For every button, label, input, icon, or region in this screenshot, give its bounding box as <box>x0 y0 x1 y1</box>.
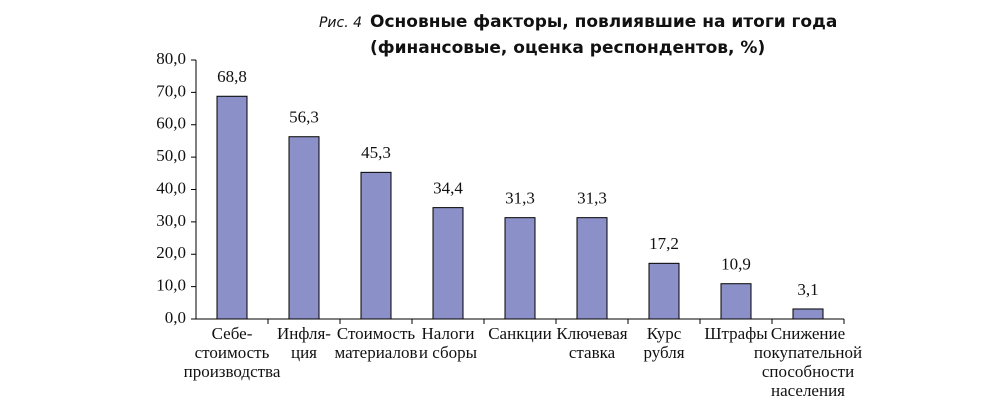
bar <box>360 171 392 320</box>
y-tick-label: 60,0 <box>156 114 186 133</box>
bar <box>648 262 680 320</box>
x-tick-label: Ключевая ставка <box>556 324 627 362</box>
y-tick-label: 20,0 <box>156 243 186 262</box>
x-tick-label: Налоги и сборы <box>419 324 478 362</box>
x-tick-label: Себе-стоимость производства <box>184 324 281 381</box>
value-label: 45,3 <box>361 143 391 162</box>
bar <box>720 283 752 320</box>
y-tick-label: 40,0 <box>156 178 186 197</box>
x-tick-label: Стоимость материалов <box>334 324 417 362</box>
x-tick-label: Штрафы <box>704 324 768 343</box>
value-label: 56,3 <box>289 108 319 127</box>
figure-label: Рис. 4 <box>319 15 362 31</box>
value-label: 31,3 <box>577 189 607 208</box>
bar <box>288 136 320 320</box>
bar <box>792 308 824 320</box>
bar <box>216 95 248 320</box>
value-label: 3,1 <box>797 280 818 299</box>
x-tick-label: Курс рубля <box>643 324 684 362</box>
y-tick-label: 10,0 <box>156 276 186 295</box>
y-tick-label: 50,0 <box>156 146 186 165</box>
bar <box>504 217 536 320</box>
y-tick-label: 30,0 <box>156 211 186 230</box>
chart-title: Основные факторы, повлиявшие на итоги го… <box>370 12 837 58</box>
value-label: 10,9 <box>721 255 751 274</box>
y-tick-label: 70,0 <box>156 81 186 100</box>
y-tick-label: 80,0 <box>156 49 186 68</box>
value-label: 17,2 <box>649 234 679 253</box>
bar <box>432 207 464 320</box>
x-tick-label: Снижение покупательной способности населени… <box>754 324 862 400</box>
value-label: 34,4 <box>433 179 463 198</box>
value-label: 31,3 <box>505 189 535 208</box>
y-tick-label: 0,0 <box>165 308 186 327</box>
x-tick-label: Санкции <box>488 324 552 343</box>
value-label: 68,8 <box>217 67 247 86</box>
bar <box>576 217 608 320</box>
x-tick-label: Инфля-ция <box>277 324 331 362</box>
